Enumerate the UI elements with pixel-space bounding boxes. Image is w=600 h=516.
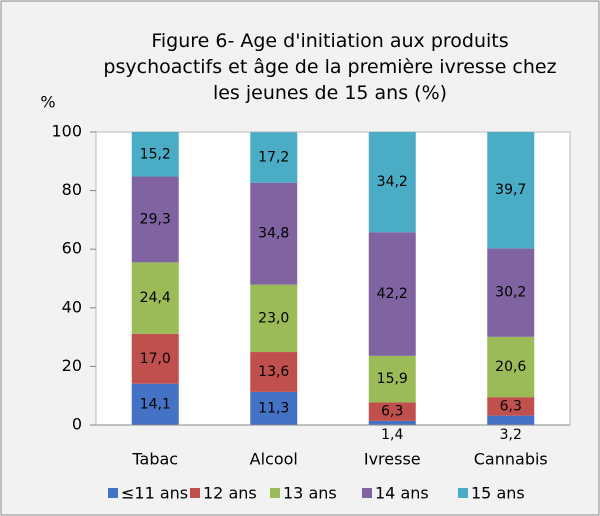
legend-swatch — [190, 488, 200, 498]
bar-segment — [250, 352, 298, 392]
legend-swatch — [108, 488, 118, 498]
value-label: 3,2 — [500, 427, 522, 443]
value-label: 29,3 — [140, 211, 171, 227]
value-label: 11,3 — [258, 400, 289, 416]
legend-label: 14 ans — [375, 484, 429, 503]
value-label: 6,3 — [500, 398, 522, 414]
x-tick-label: Ivresse — [364, 450, 421, 469]
value-label: 17,0 — [140, 351, 171, 367]
x-tick-label: Cannabis — [474, 450, 548, 469]
y-tick-label: 0 — [72, 415, 82, 434]
bar-segment — [487, 397, 535, 416]
bar-segment — [131, 176, 179, 263]
value-label: 17,2 — [258, 149, 289, 165]
bar-segment — [131, 383, 179, 425]
value-label: 15,9 — [377, 371, 408, 387]
value-label: 42,2 — [377, 286, 408, 302]
value-label: 34,2 — [377, 174, 408, 190]
bar-segment — [250, 284, 298, 353]
bar-segment — [487, 336, 535, 398]
bar-segment — [487, 415, 535, 425]
bar-segment — [487, 132, 535, 249]
value-label: 30,2 — [495, 285, 526, 301]
x-tick-label: Tabac — [131, 450, 178, 469]
value-label: 24,4 — [140, 290, 171, 306]
value-label: 13,6 — [258, 364, 289, 380]
bar-segment — [131, 333, 179, 384]
value-label: 34,8 — [258, 226, 289, 242]
bar-segment — [368, 402, 416, 421]
bar-segment — [250, 132, 298, 183]
bar-segment — [250, 182, 298, 285]
value-label: 14,1 — [140, 396, 171, 412]
y-tick-label: 80 — [62, 180, 82, 199]
bar-segment — [368, 132, 416, 233]
bar-segment — [368, 355, 416, 403]
bar-segment — [487, 248, 535, 337]
bar-segment — [131, 262, 179, 334]
bar-segment — [250, 391, 298, 425]
y-tick-label: 100 — [51, 122, 82, 141]
legend-label: 12 ans — [203, 484, 257, 503]
legend-label: ≤11 ans — [121, 484, 188, 503]
chart-title: Figure 6- Age d'initiation aux produits … — [103, 30, 557, 104]
legend-swatch — [270, 488, 280, 498]
value-label: 6,3 — [381, 404, 403, 420]
value-label: 1,4 — [381, 427, 403, 443]
bar-segment — [131, 132, 179, 177]
y-tick-label: 40 — [62, 297, 82, 316]
x-tick-label: Alcool — [250, 450, 298, 469]
value-label: 15,2 — [140, 146, 171, 162]
y-tick-label: 60 — [62, 239, 82, 258]
bar-segment — [368, 420, 416, 425]
legend-swatch — [458, 488, 468, 498]
value-label: 23,0 — [258, 310, 289, 326]
value-label: 39,7 — [495, 182, 526, 198]
legend-swatch — [362, 488, 372, 498]
legend-label: 13 ans — [283, 484, 337, 503]
y-axis-label: % — [40, 93, 55, 112]
legend-label: 15 ans — [471, 484, 525, 503]
y-tick-label: 20 — [62, 356, 82, 375]
value-label: 20,6 — [495, 359, 526, 375]
bar-segment — [368, 232, 416, 356]
